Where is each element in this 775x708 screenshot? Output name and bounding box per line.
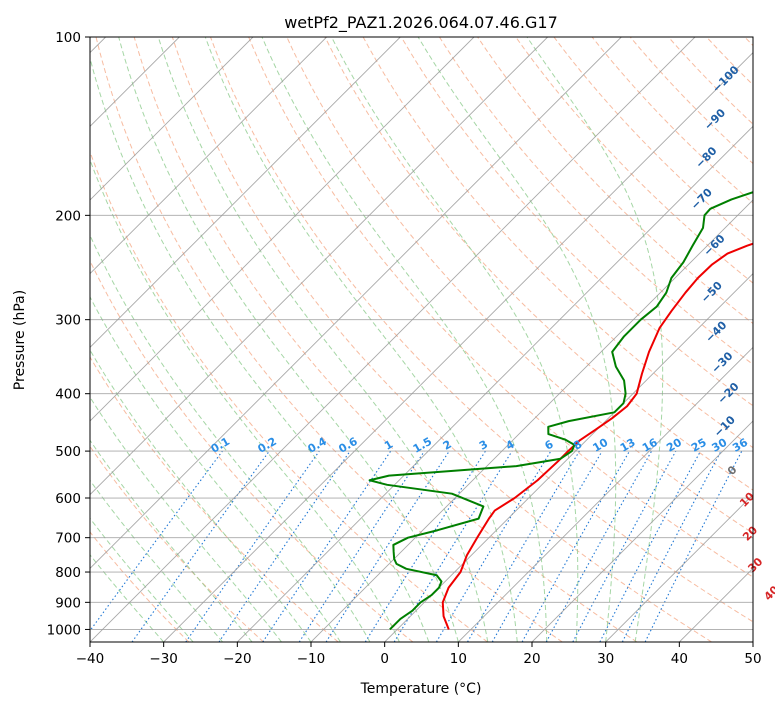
- x-axis-label: Temperature (°C): [360, 681, 482, 697]
- y-tick-label: 100: [55, 30, 81, 46]
- isotherm-line: [90, 37, 254, 201]
- mixing-ratio-line: [90, 450, 223, 632]
- plot-frame: [89, 36, 754, 643]
- y-tick-label: 500: [55, 444, 81, 460]
- y-tick-label: 900: [55, 595, 81, 611]
- x-tick-label: 20: [523, 651, 540, 667]
- x-tick-label: −20: [223, 651, 252, 667]
- dry-adiabat-line: [133, 37, 638, 642]
- isotherm-line: [90, 37, 475, 422]
- moist-adiabat-line: [157, 37, 489, 642]
- x-tick-label: −40: [76, 651, 105, 667]
- isotherm-line: [90, 37, 401, 348]
- isotherm-line: [90, 37, 327, 275]
- x-tick-label: −10: [297, 651, 326, 667]
- isotherm-line: [458, 346, 753, 642]
- series-layer: [368, 191, 753, 631]
- isotherm-line: [605, 494, 753, 642]
- isotherm-line: [90, 37, 696, 642]
- isotherm-line: [237, 125, 753, 642]
- y-tick-label: 200: [55, 208, 81, 224]
- moist-adiabat-line: [331, 37, 579, 642]
- dry-adiabat-line: [248, 37, 753, 578]
- moist-adiabat-line: [90, 439, 253, 642]
- x-tick-label: 40: [671, 651, 688, 667]
- dry-adiabat-line: [515, 37, 753, 284]
- mixing-ratio-line: [218, 450, 351, 642]
- y-tick-label: 1000: [47, 622, 81, 638]
- y-tick-label: 300: [55, 313, 81, 329]
- mixing-ratio-line: [393, 450, 513, 642]
- y-tick-label: 800: [55, 565, 81, 581]
- mixing-ratio-line: [131, 450, 270, 642]
- mixing-ratio-line: [644, 450, 743, 642]
- y-axis: 100 200 300 400 500 600 700 800 900 1000: [47, 30, 90, 638]
- dry-adiabat-line: [90, 445, 264, 642]
- moist-adiabat-line: [90, 234, 371, 642]
- dry-adiabat-line: [171, 37, 712, 642]
- dry-adiabat-line: [400, 37, 753, 407]
- isotherm-line: [531, 420, 753, 642]
- mixing-ratio-line: [298, 450, 425, 642]
- x-axis: −40 −30 −20 −10 0 10 20 30 40 50: [76, 642, 762, 667]
- moist-adiabat-line: [526, 37, 664, 642]
- moist-adiabat-line: [90, 158, 400, 642]
- y-tick-label: 700: [55, 531, 81, 547]
- dry-adiabat-line: [90, 531, 190, 642]
- x-tick-label: 10: [450, 651, 467, 667]
- dry-adiabat-line: [324, 37, 753, 491]
- moist-adiabat-line: [90, 396, 282, 642]
- x-tick-label: 50: [744, 651, 761, 667]
- dry-adiabat-line: [439, 37, 753, 366]
- x-tick-label: −30: [149, 651, 178, 667]
- mixing-ratio-line: [325, 450, 450, 642]
- mixing-ratio-line: [545, 450, 653, 642]
- x-tick-label: 30: [597, 651, 614, 667]
- isotherm-line: [90, 37, 548, 496]
- moist-adiabat-line: [90, 56, 430, 642]
- moist-adiabat-line: [204, 37, 518, 642]
- moist-adiabat-line: [118, 37, 459, 642]
- y-tick-label: 400: [55, 387, 81, 403]
- dry-adiabat-line: [210, 37, 753, 623]
- y-axis-label: Pressure (hPa): [12, 290, 28, 390]
- dry-adiabat-line: [90, 356, 339, 642]
- isotherm-line: [310, 199, 753, 642]
- moist-adiabat-line: [417, 37, 617, 642]
- chart-title: wetPf2_PAZ1.2026.064.07.46.G17: [284, 13, 558, 33]
- mixing-ratio-line: [262, 450, 392, 642]
- y-tick-label: 600: [55, 491, 81, 507]
- dewpoint-profile-line: [368, 191, 753, 631]
- mixing-ratio-line: [521, 450, 630, 642]
- mixing-ratio-line: [185, 450, 320, 642]
- isotherm-line: [163, 52, 753, 642]
- x-tick-label: 0: [380, 651, 389, 667]
- mixing-ratio-line: [572, 450, 677, 642]
- moist-adiabat-line: [90, 295, 341, 642]
- dry-adiabat-line: [90, 150, 488, 642]
- temperature-profile-line: [441, 242, 753, 630]
- isotherm-line: [384, 273, 753, 642]
- dry-adiabat-line: [95, 37, 563, 642]
- isotherm-line: [90, 37, 622, 569]
- moist-adiabat-line: [90, 479, 223, 642]
